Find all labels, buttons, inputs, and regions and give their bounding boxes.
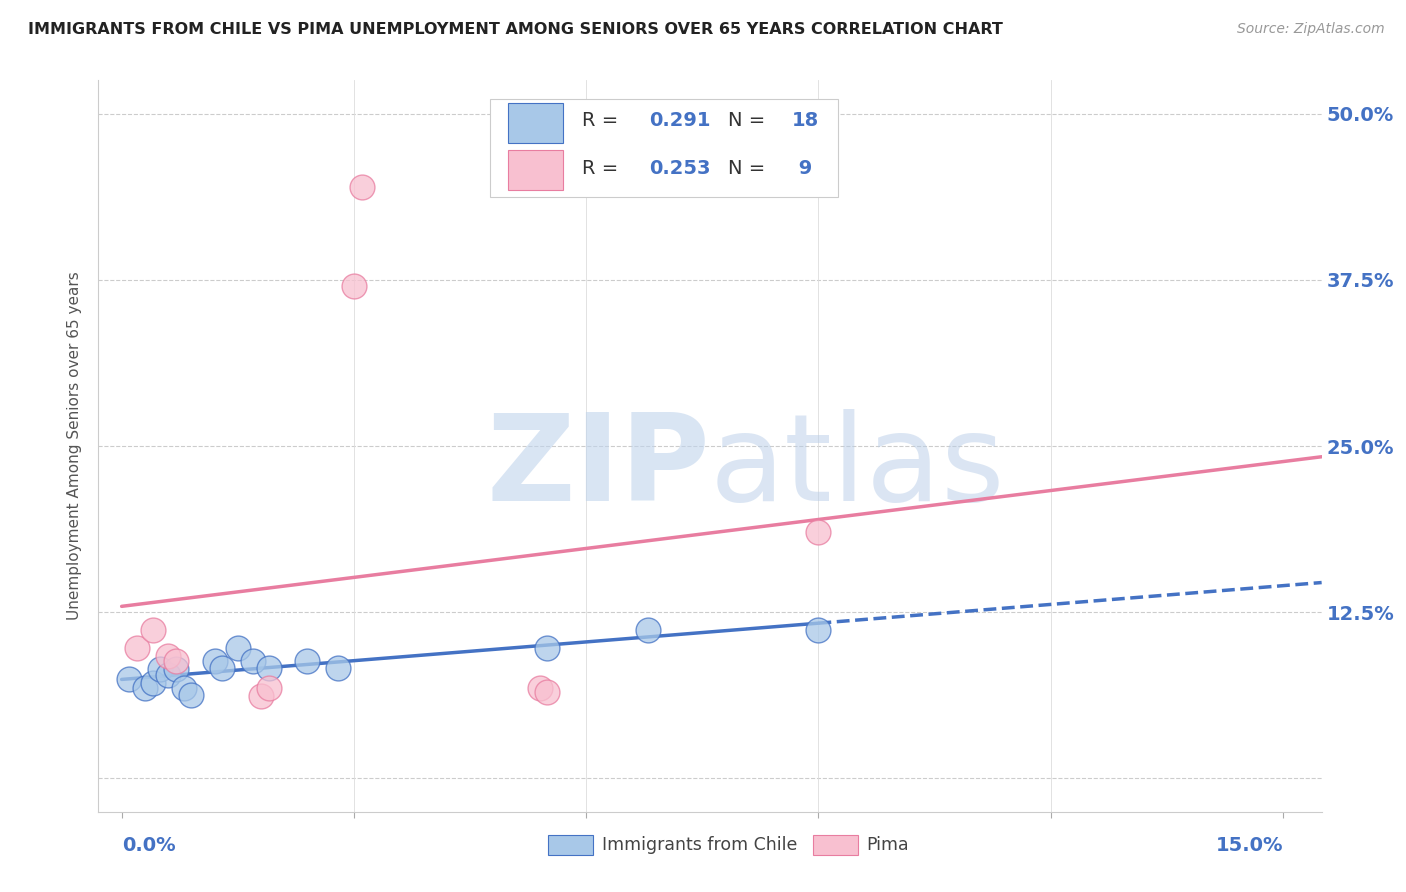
- Point: [142, 675, 165, 690]
- Point: [807, 623, 830, 637]
- Text: atlas: atlas: [710, 409, 1005, 526]
- Text: Pima: Pima: [866, 836, 908, 854]
- Point: [637, 623, 659, 637]
- Text: 18: 18: [792, 112, 820, 130]
- Text: 0.291: 0.291: [650, 112, 710, 130]
- Point: [165, 655, 187, 669]
- Y-axis label: Unemployment Among Seniors over 65 years: Unemployment Among Seniors over 65 years: [67, 272, 83, 620]
- Text: 0.0%: 0.0%: [122, 836, 176, 855]
- Text: 15.0%: 15.0%: [1215, 836, 1282, 855]
- Text: N =: N =: [728, 159, 772, 178]
- Point: [226, 641, 249, 656]
- Text: Source: ZipAtlas.com: Source: ZipAtlas.com: [1237, 22, 1385, 37]
- Point: [350, 179, 373, 194]
- Text: 9: 9: [792, 159, 813, 178]
- Point: [242, 655, 264, 669]
- FancyBboxPatch shape: [489, 99, 838, 197]
- Point: [134, 681, 156, 695]
- Point: [257, 661, 280, 675]
- Point: [149, 662, 172, 676]
- Point: [173, 681, 195, 695]
- Point: [328, 661, 350, 675]
- Text: IMMIGRANTS FROM CHILE VS PIMA UNEMPLOYMENT AMONG SENIORS OVER 65 YEARS CORRELATI: IMMIGRANTS FROM CHILE VS PIMA UNEMPLOYME…: [28, 22, 1002, 37]
- Text: R =: R =: [582, 112, 624, 130]
- Point: [157, 649, 180, 664]
- Point: [157, 667, 180, 681]
- Point: [257, 681, 280, 695]
- Point: [250, 689, 273, 703]
- Point: [127, 641, 149, 656]
- Text: R =: R =: [582, 159, 624, 178]
- Point: [211, 661, 233, 675]
- Text: Immigrants from Chile: Immigrants from Chile: [602, 836, 797, 854]
- Text: 0.253: 0.253: [650, 159, 710, 178]
- Point: [204, 655, 226, 669]
- Point: [142, 623, 165, 637]
- FancyBboxPatch shape: [508, 150, 564, 190]
- Point: [180, 688, 202, 702]
- Point: [807, 525, 830, 540]
- FancyBboxPatch shape: [508, 103, 564, 143]
- Point: [536, 685, 558, 699]
- Point: [343, 279, 366, 293]
- Text: N =: N =: [728, 112, 772, 130]
- Point: [536, 641, 558, 656]
- Text: ZIP: ZIP: [486, 409, 710, 526]
- Point: [529, 681, 551, 695]
- Point: [297, 655, 319, 669]
- Point: [165, 662, 187, 676]
- Point: [118, 672, 141, 686]
